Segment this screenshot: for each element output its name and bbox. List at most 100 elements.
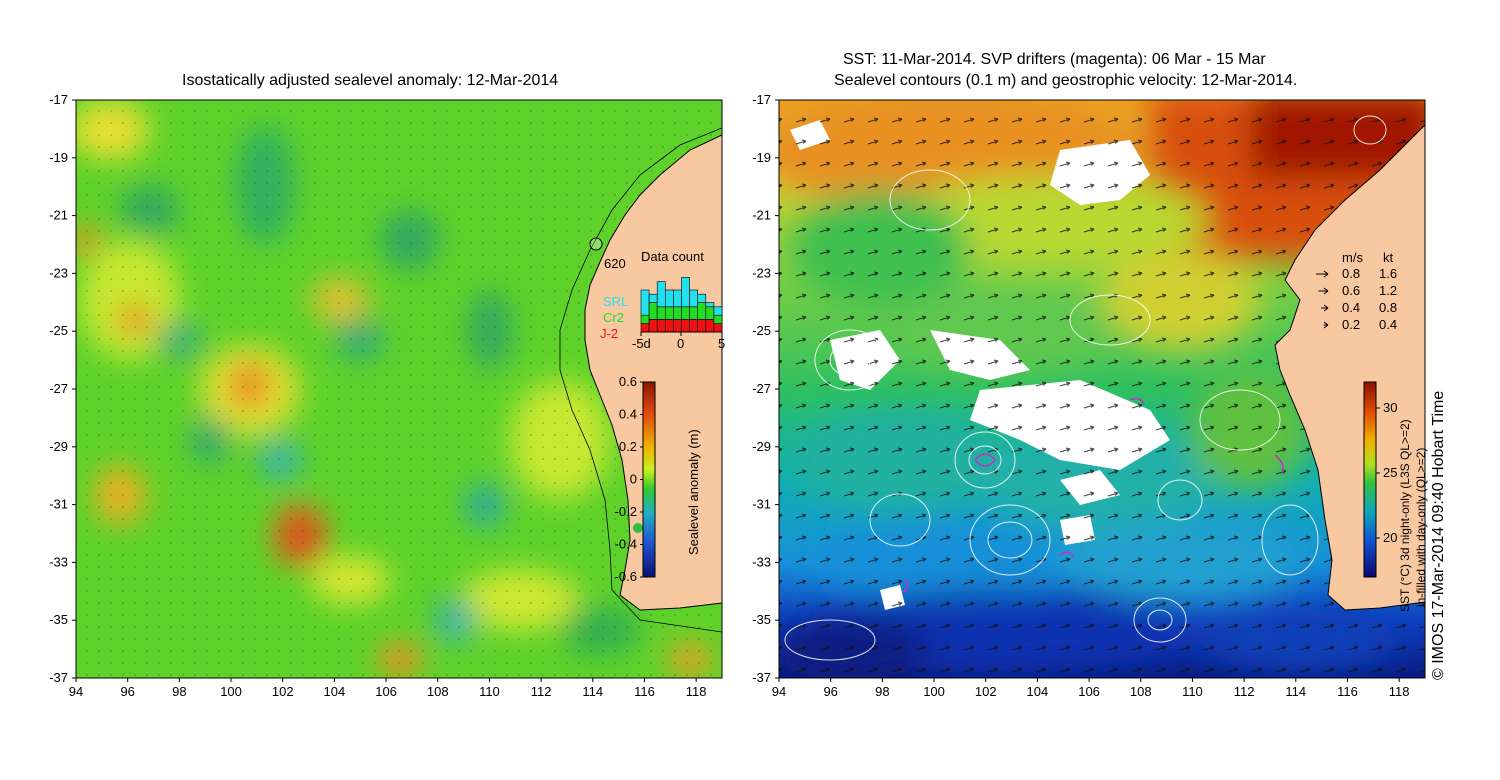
sst-colorbar-label-1: SST (°C) 3d night-only (L3S QL>=2)	[1398, 419, 1412, 612]
left-ytick-label: -33	[49, 554, 68, 569]
velocity-arrow-icon	[1318, 287, 1329, 295]
inset-tick-2: 5	[718, 336, 725, 351]
inset-bar-j2	[664, 319, 674, 333]
legend-kt-value: 1.6	[1379, 266, 1397, 281]
sst-colorbar-tick-label: 30	[1383, 400, 1397, 415]
credit-text: © IMOS 17-Mar-2014 09:40 Hobart Time	[1430, 390, 1447, 680]
right-ytick-label: -37	[752, 670, 771, 685]
inset-bar-j2	[673, 319, 682, 333]
right-ytick-label: -33	[752, 554, 771, 569]
left-xtick-label: 100	[220, 684, 242, 699]
sst-colorbar-label-2: in-filled with day-only (QL>=2)	[1414, 447, 1428, 607]
sla-colorbar-label: Sealevel anomaly (m)	[686, 429, 701, 555]
right-xtick-label: 118	[1389, 684, 1410, 699]
legend-cr2: Cr2	[603, 310, 624, 325]
sst-colorbar: 30 25 20	[1363, 381, 1397, 578]
right-ytick-label: -27	[752, 381, 771, 396]
velocity-arrow-icon	[1316, 270, 1329, 278]
right-xtick-label: 104	[1027, 684, 1049, 699]
inset-bar-srl	[656, 281, 666, 308]
svp-drifter-tracks	[902, 397, 1285, 593]
right-xtick-label: 102	[975, 684, 997, 699]
right-xtick-label: 116	[1337, 684, 1358, 699]
sea-level-contours	[784, 115, 1387, 661]
left-ytick-label: -35	[49, 612, 68, 627]
left-xtick-label: 102	[272, 684, 294, 699]
right-xtick-label: 112	[1234, 684, 1255, 699]
legend-kt-value: 0.4	[1379, 317, 1397, 332]
velocity-arrow-icon	[1321, 304, 1329, 312]
legend-header-ms: m/s	[1342, 250, 1363, 265]
data-count-inset: Data count -5d 0 5 SRL Cr2 J-2	[600, 249, 725, 351]
colorbar-tick-label: -0.4	[615, 537, 637, 552]
legend-j2: J-2	[600, 326, 618, 341]
inset-bar-cr2	[656, 306, 666, 320]
legend-ms-value: 0.8	[1342, 266, 1360, 281]
right-xtick-label: 94	[772, 684, 786, 699]
right-xtick-label: 100	[923, 684, 945, 699]
right-ytick-label: -19	[752, 150, 771, 165]
left-ytick-label: -23	[49, 265, 68, 280]
legend-srl: SRL	[603, 294, 628, 309]
inset-bar-srl	[697, 293, 707, 303]
right-ytick-label: -31	[752, 497, 771, 512]
colorbar-tick-label: 0	[630, 472, 637, 487]
left-xtick-label: 96	[120, 684, 134, 699]
sst-colorbar-tick-label: 25	[1383, 465, 1397, 480]
right-ytick-label: -29	[752, 439, 771, 454]
inset-bar-srl	[705, 302, 715, 308]
legend-kt-value: 1.2	[1379, 283, 1397, 298]
left-ytick-label: -21	[49, 208, 68, 223]
inset-bar-cr2	[697, 302, 707, 320]
right-ytick-label: -21	[752, 208, 771, 223]
legend-ms-value: 0.2	[1342, 317, 1360, 332]
legend-ms-value: 0.4	[1342, 300, 1360, 315]
inset-bar-srl	[664, 289, 674, 308]
left-xtick-label: 106	[375, 684, 397, 699]
left-xtick-label: 108	[427, 684, 449, 699]
inset-bar-cr2	[664, 306, 674, 320]
inset-bar-srl	[681, 277, 690, 308]
sla-map	[76, 100, 722, 678]
legend-ms-value: 0.6	[1342, 283, 1360, 298]
left-ytick-label: -17	[49, 92, 68, 107]
left-xtick-label: 98	[172, 684, 186, 699]
inset-bar-j2	[681, 319, 690, 333]
left-xtick-label: 110	[479, 684, 500, 699]
sst-map	[779, 100, 1425, 678]
inset-bar-srl	[713, 306, 723, 316]
right-xtick-label: 110	[1182, 684, 1203, 699]
station-marker	[589, 237, 603, 251]
inset-bar-j2	[648, 319, 658, 333]
inset-bar-j2	[697, 319, 707, 333]
inset-bar-srl	[689, 289, 698, 308]
inset-bar-srl	[640, 289, 650, 316]
colorbar-tick-label: 0.4	[619, 407, 637, 422]
velocity-arrow-icon	[1323, 321, 1329, 329]
inset-bar-cr2	[681, 306, 690, 320]
left-ytick-label: -37	[49, 670, 68, 685]
inset-bar-cr2	[673, 306, 682, 320]
station-label: 620	[604, 256, 626, 271]
australia-coast-left	[584, 134, 722, 611]
right-xtick-label: 114	[1285, 684, 1306, 699]
legend-header-kt: kt	[1383, 250, 1394, 265]
left-title: Isostatically adjusted sealevel anomaly:…	[182, 72, 559, 89]
inset-bar-j2	[713, 323, 723, 333]
left-ytick-label: -31	[49, 497, 68, 512]
left-ytick-label: -29	[49, 439, 68, 454]
left-xtick-label: 116	[634, 684, 655, 699]
right-ytick-label: -17	[752, 92, 771, 107]
colorbar-tick-label: -0.6	[615, 569, 637, 584]
left-xtick-label: 118	[686, 684, 707, 699]
inset-tick-0: -5d	[632, 336, 651, 351]
left-xtick-label: 112	[531, 684, 552, 699]
right-xtick-label: 108	[1130, 684, 1152, 699]
left-xtick-label: 114	[582, 684, 603, 699]
inset-tick-1: 0	[677, 336, 684, 351]
left-xtick-label: 94	[69, 684, 83, 699]
